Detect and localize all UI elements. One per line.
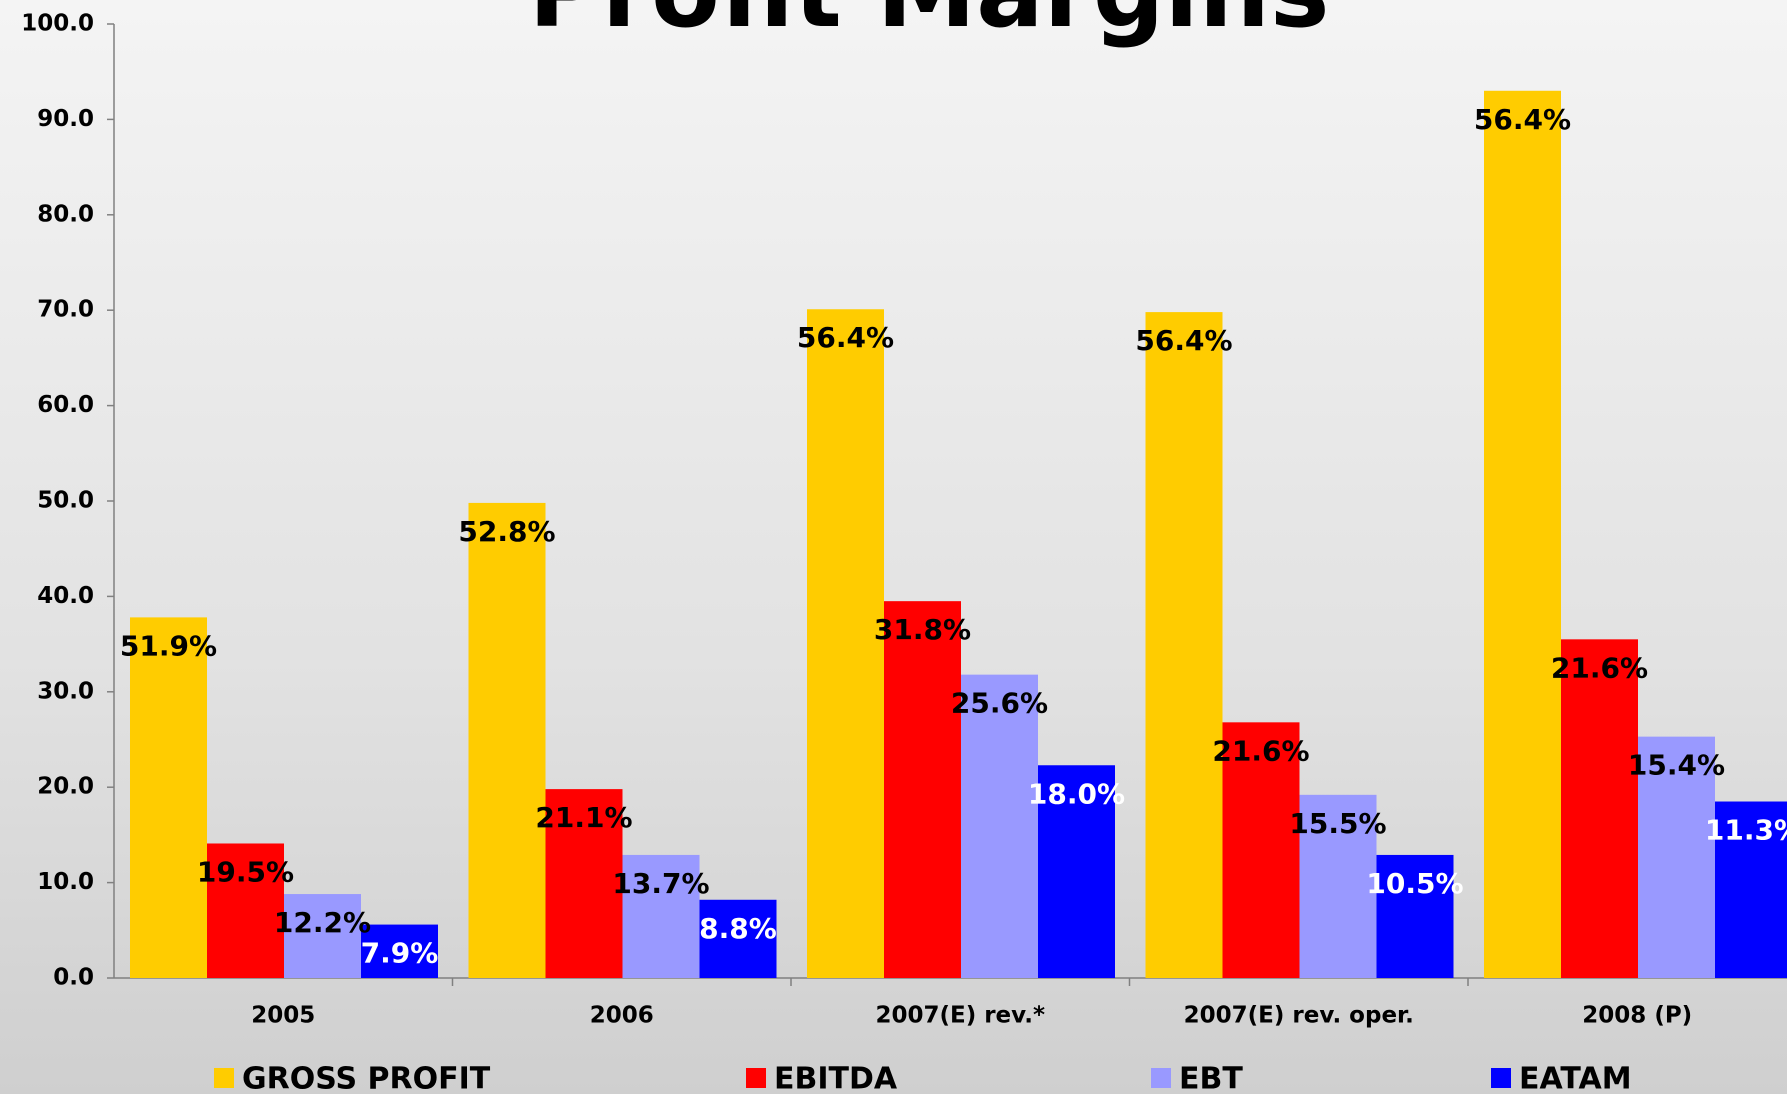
y-tick-label: 40.0 — [37, 583, 94, 609]
bar — [1561, 639, 1638, 978]
margin-label: 31.8% — [874, 613, 971, 646]
legend-label: EBITDA — [774, 1062, 898, 1094]
margin-label: 51.9% — [120, 629, 217, 662]
legend-label: GROSS PROFIT — [242, 1062, 491, 1094]
x-tick-label: 2007(E) rev. oper. — [1184, 1003, 1414, 1029]
legend-swatch — [1151, 1068, 1171, 1088]
y-tick-label: 100.0 — [21, 11, 94, 37]
bar — [130, 617, 207, 978]
legend-swatch — [1491, 1068, 1511, 1088]
margin-label: 13.7% — [612, 867, 709, 900]
y-tick-label: 70.0 — [37, 297, 94, 323]
y-tick-label: 0.0 — [53, 965, 94, 991]
margin-label: 56.4% — [797, 321, 894, 354]
bar — [469, 503, 546, 978]
bar — [1484, 91, 1561, 978]
y-tick-label: 50.0 — [37, 488, 94, 514]
bar — [1146, 312, 1223, 978]
legend-swatch — [746, 1068, 766, 1088]
x-tick-label: 2008 (P) — [1582, 1003, 1692, 1029]
margin-label: 15.5% — [1289, 807, 1386, 840]
margin-label: 12.2% — [274, 906, 371, 939]
bar — [884, 601, 961, 978]
margin-label: 56.4% — [1135, 324, 1232, 357]
margin-label: 11.3% — [1705, 814, 1787, 847]
margin-label: 18.0% — [1028, 777, 1125, 810]
y-tick-label: 10.0 — [37, 869, 94, 895]
margin-label: 8.8% — [699, 912, 777, 945]
bar — [961, 675, 1038, 978]
margin-label: 19.5% — [197, 855, 294, 888]
margin-label: 56.4% — [1474, 103, 1571, 136]
legend-label: EBT — [1179, 1062, 1243, 1094]
y-tick-label: 30.0 — [37, 678, 94, 704]
legend-swatch — [214, 1068, 234, 1088]
margin-label: 25.6% — [951, 687, 1048, 720]
y-tick-label: 60.0 — [37, 392, 94, 418]
margin-label: 52.8% — [458, 515, 555, 548]
chart-title: Profit Margins — [529, 0, 1330, 50]
x-tick-label: 2006 — [590, 1003, 654, 1029]
margin-label: 15.4% — [1628, 749, 1725, 782]
legend-label: EATAM — [1519, 1062, 1632, 1094]
margin-label: 21.6% — [1551, 651, 1648, 684]
x-tick-label: 2007(E) rev.* — [875, 1003, 1045, 1029]
chart: Profit Margins 0.0 10.0 20.0 30.0 40.0 50.0 60… — [0, 0, 1787, 1094]
bar — [807, 309, 884, 978]
margin-label: 21.1% — [535, 801, 632, 834]
page: {"chart_data": {"type": "bar", "title": … — [0, 0, 1787, 1094]
y-tick-label: 80.0 — [37, 201, 94, 227]
margin-label: 21.6% — [1212, 734, 1309, 767]
y-tick-label: 20.0 — [37, 774, 94, 800]
margin-label: 7.9% — [361, 937, 439, 970]
y-tick-label: 90.0 — [37, 106, 94, 132]
margin-label: 10.5% — [1366, 867, 1463, 900]
x-tick-label: 2005 — [251, 1003, 315, 1029]
